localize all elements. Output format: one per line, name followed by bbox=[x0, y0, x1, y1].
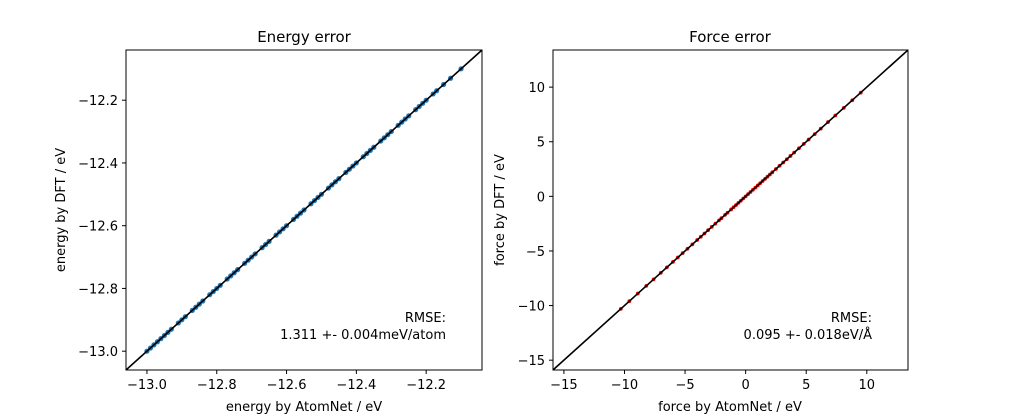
energy-axes-frame bbox=[125, 49, 483, 371]
energy-y-tick-label: −12.2 bbox=[78, 94, 118, 109]
energy-rmse-label: RMSE: bbox=[405, 311, 446, 326]
energy-y-tick-label: −12.6 bbox=[78, 220, 118, 235]
energy-reference-line bbox=[126, 50, 482, 370]
force-rmse-label: RMSE: bbox=[831, 311, 872, 326]
energy-rmse-value: 1.311 +- 0.004meV/atom bbox=[280, 328, 446, 343]
force-chart-title: Force error bbox=[689, 28, 771, 46]
force-y-tick-label: 10 bbox=[528, 81, 545, 96]
force-y-tick-label: 0 bbox=[537, 190, 545, 205]
energy-y-tick-label: −12.8 bbox=[78, 282, 118, 297]
force-x-tick-label: −10 bbox=[611, 378, 638, 393]
energy-error-panel: Energy error energy by AtomNet / eV ener… bbox=[54, 28, 483, 415]
force-y-tick-label: −5 bbox=[526, 245, 545, 260]
energy-x-tick-label: −12.2 bbox=[406, 378, 446, 393]
energy-x-tick-label: −12.6 bbox=[267, 378, 307, 393]
force-data-layer bbox=[553, 50, 908, 370]
force-x-tick-label: 0 bbox=[742, 378, 750, 393]
force-plot-area bbox=[553, 50, 908, 370]
energy-x-tick-label: −12.4 bbox=[336, 378, 376, 393]
force-axes-frame bbox=[552, 49, 909, 371]
force-rmse-value: 0.095 +- 0.018eV/Å bbox=[744, 327, 873, 343]
energy-x-tick-label: −12.8 bbox=[197, 378, 237, 393]
force-y-tick-label: −10 bbox=[518, 300, 545, 315]
energy-data-layer bbox=[126, 50, 482, 370]
force-y-axis-label: force by DFT / eV bbox=[493, 154, 508, 266]
force-error-panel: Force error force by AtomNet / eV force … bbox=[493, 28, 909, 415]
force-x-tick-label: 5 bbox=[802, 378, 810, 393]
energy-plot-area bbox=[126, 50, 482, 370]
energy-y-tick-label: −13.0 bbox=[78, 345, 118, 360]
energy-x-axis-label: energy by AtomNet / eV bbox=[226, 400, 382, 415]
force-x-tick-label: −15 bbox=[550, 378, 577, 393]
force-x-tick-label: 10 bbox=[859, 378, 876, 393]
energy-chart-title: Energy error bbox=[257, 28, 351, 46]
energy-x-tick-label: −13.0 bbox=[127, 378, 167, 393]
force-y-tick-label: −15 bbox=[518, 354, 545, 369]
energy-y-axis-label: energy by DFT / eV bbox=[54, 148, 69, 272]
energy-y-tick-label: −12.4 bbox=[78, 157, 118, 172]
force-reference-line bbox=[553, 50, 908, 370]
force-y-tick-label: 5 bbox=[537, 136, 545, 151]
force-x-tick-label: −5 bbox=[675, 378, 694, 393]
force-x-axis-label: force by AtomNet / eV bbox=[658, 400, 802, 415]
